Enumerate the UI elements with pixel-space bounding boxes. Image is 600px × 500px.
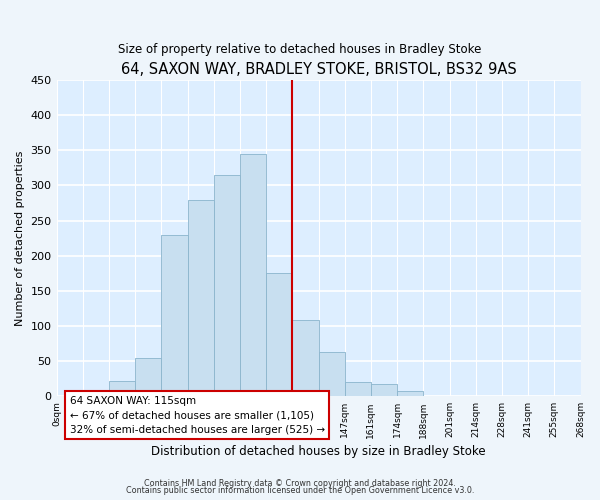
Text: Contains public sector information licensed under the Open Government Licence v3: Contains public sector information licen… (126, 486, 474, 495)
Bar (188, 200, 214, 396)
X-axis label: Distribution of detached houses by size in Bradley Stoke: Distribution of detached houses by size … (151, 444, 486, 458)
Text: Contains HM Land Registry data © Crown copyright and database right 2024.: Contains HM Land Registry data © Crown c… (144, 478, 456, 488)
Bar (345, 382, 371, 396)
Bar (397, 390, 424, 396)
Bar (109, 381, 135, 396)
Text: Size of property relative to detached houses in Bradley Stoke: Size of property relative to detached ho… (118, 42, 482, 56)
Bar (135, 358, 161, 397)
Bar (319, 352, 345, 397)
Bar (371, 384, 397, 396)
Bar (161, 234, 188, 396)
Bar (214, 175, 240, 396)
Text: 64 SAXON WAY: 115sqm
← 67% of detached houses are smaller (1,105)
32% of semi-de: 64 SAXON WAY: 115sqm ← 67% of detached h… (70, 396, 325, 435)
Title: 64, SAXON WAY, BRADLEY STOKE, BRISTOL, BS32 9AS: 64, SAXON WAY, BRADLEY STOKE, BRISTOL, B… (121, 62, 517, 78)
Bar (83, 392, 109, 396)
Bar (240, 154, 266, 396)
Bar (292, 320, 319, 396)
Y-axis label: Number of detached properties: Number of detached properties (15, 150, 25, 326)
Bar (266, 274, 292, 396)
